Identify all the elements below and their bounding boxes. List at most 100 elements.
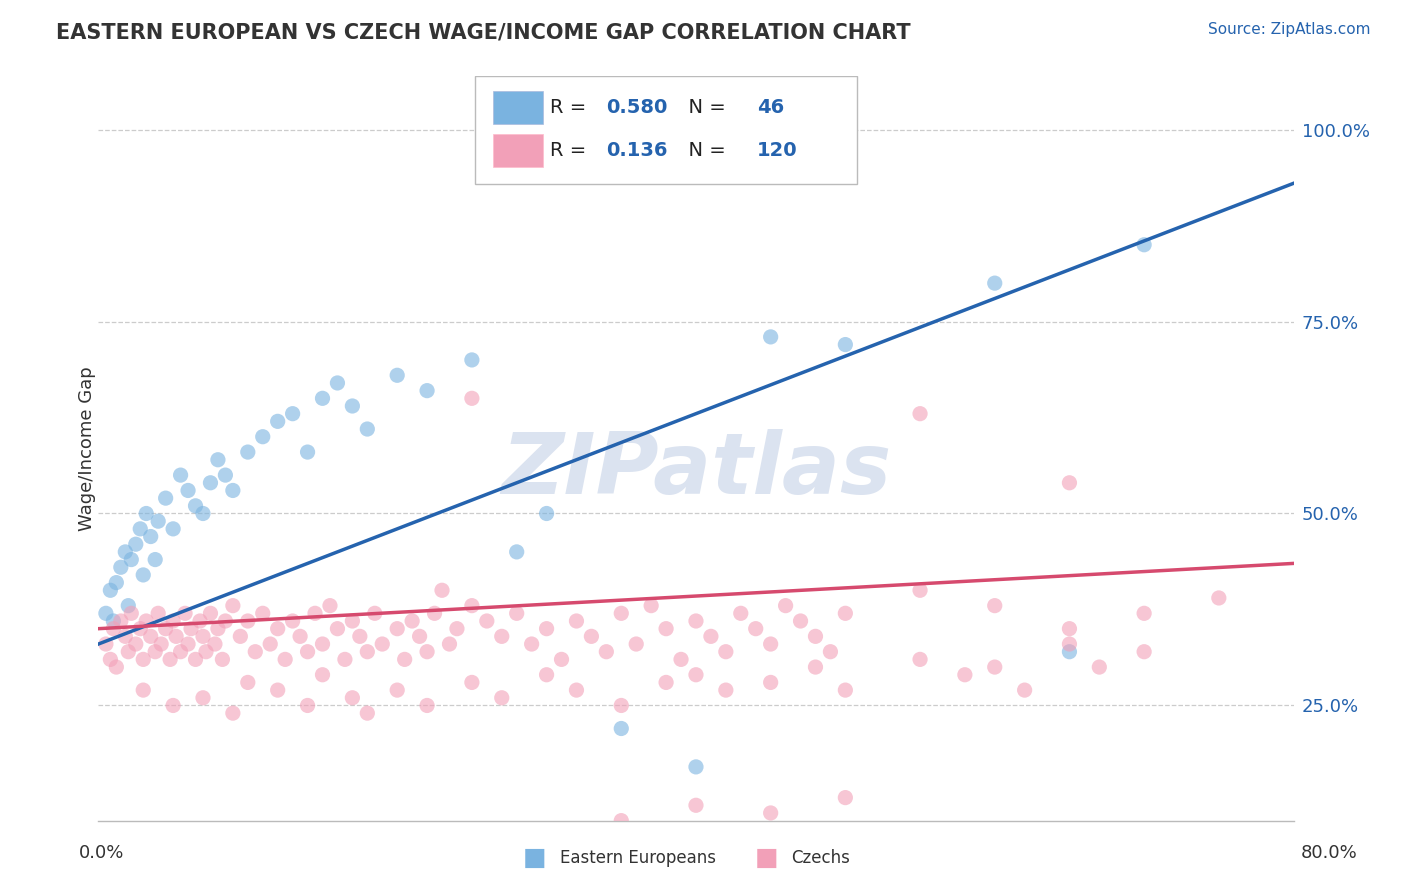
- FancyBboxPatch shape: [494, 134, 543, 167]
- Point: [274, 652, 297, 666]
- Text: R =: R =: [550, 98, 593, 118]
- Point: [908, 652, 931, 666]
- Point: [129, 522, 152, 536]
- Point: [245, 645, 267, 659]
- Point: [610, 722, 633, 736]
- Point: [536, 667, 558, 681]
- Point: [177, 483, 200, 498]
- Point: [252, 430, 274, 444]
- Y-axis label: Wage/Income Gap: Wage/Income Gap: [79, 366, 96, 531]
- Point: [288, 629, 311, 643]
- Text: Eastern Europeans: Eastern Europeans: [560, 849, 716, 867]
- Point: [610, 698, 633, 713]
- Point: [135, 614, 157, 628]
- Point: [143, 552, 166, 566]
- Point: [984, 660, 1007, 674]
- Point: [105, 575, 128, 590]
- Point: [984, 599, 1007, 613]
- Point: [297, 445, 319, 459]
- Point: [1208, 591, 1230, 605]
- Point: [267, 414, 290, 428]
- Point: [626, 637, 648, 651]
- Point: [775, 599, 797, 613]
- Point: [311, 392, 333, 406]
- FancyBboxPatch shape: [494, 92, 543, 124]
- Point: [165, 629, 187, 643]
- Point: [953, 667, 976, 681]
- Point: [423, 607, 446, 621]
- Point: [685, 760, 707, 774]
- Point: [475, 614, 498, 628]
- Point: [132, 568, 155, 582]
- Point: [1088, 660, 1111, 674]
- Text: ■: ■: [523, 847, 546, 870]
- Point: [162, 522, 184, 536]
- Point: [200, 607, 222, 621]
- Point: [610, 607, 633, 621]
- Point: [143, 645, 166, 659]
- Point: [174, 607, 197, 621]
- Point: [103, 622, 125, 636]
- Point: [98, 652, 122, 666]
- Point: [506, 545, 529, 559]
- Text: Czechs: Czechs: [792, 849, 851, 867]
- Point: [180, 622, 202, 636]
- Point: [834, 790, 856, 805]
- Point: [184, 652, 207, 666]
- Point: [177, 637, 200, 651]
- Point: [385, 622, 409, 636]
- Text: 0.0%: 0.0%: [79, 844, 124, 862]
- Point: [349, 629, 371, 643]
- Point: [685, 667, 707, 681]
- Point: [804, 660, 827, 674]
- Point: [342, 399, 364, 413]
- Point: [326, 622, 349, 636]
- Point: [191, 629, 214, 643]
- Point: [333, 652, 356, 666]
- Text: 120: 120: [756, 141, 797, 160]
- Text: Source: ZipAtlas.com: Source: ZipAtlas.com: [1208, 22, 1371, 37]
- Point: [446, 622, 468, 636]
- Point: [94, 607, 117, 621]
- Point: [132, 652, 155, 666]
- Point: [162, 698, 184, 713]
- Point: [759, 330, 782, 344]
- Point: [120, 607, 142, 621]
- Point: [159, 652, 181, 666]
- Point: [759, 805, 782, 820]
- Point: [184, 499, 207, 513]
- Point: [229, 629, 252, 643]
- Point: [211, 652, 233, 666]
- Point: [117, 645, 139, 659]
- Point: [700, 629, 723, 643]
- Text: 80.0%: 80.0%: [1301, 844, 1357, 862]
- Point: [236, 675, 259, 690]
- Text: ZIPatlas: ZIPatlas: [501, 429, 891, 512]
- Point: [1133, 237, 1156, 252]
- Point: [204, 637, 226, 651]
- Point: [236, 445, 259, 459]
- Point: [461, 353, 484, 368]
- Point: [394, 652, 416, 666]
- Point: [162, 614, 184, 628]
- Point: [222, 706, 245, 720]
- Point: [714, 645, 737, 659]
- Point: [669, 652, 692, 666]
- Point: [506, 607, 529, 621]
- Point: [195, 645, 218, 659]
- Point: [730, 607, 752, 621]
- Text: N =: N =: [676, 141, 731, 160]
- Text: N =: N =: [676, 98, 731, 118]
- Point: [408, 629, 430, 643]
- Point: [155, 491, 177, 505]
- Point: [356, 422, 378, 436]
- Point: [491, 690, 513, 705]
- Point: [169, 468, 191, 483]
- Point: [745, 622, 768, 636]
- Point: [267, 622, 290, 636]
- Text: 0.136: 0.136: [606, 141, 668, 160]
- Point: [1059, 645, 1081, 659]
- Point: [520, 637, 543, 651]
- Point: [565, 683, 588, 698]
- Point: [319, 599, 342, 613]
